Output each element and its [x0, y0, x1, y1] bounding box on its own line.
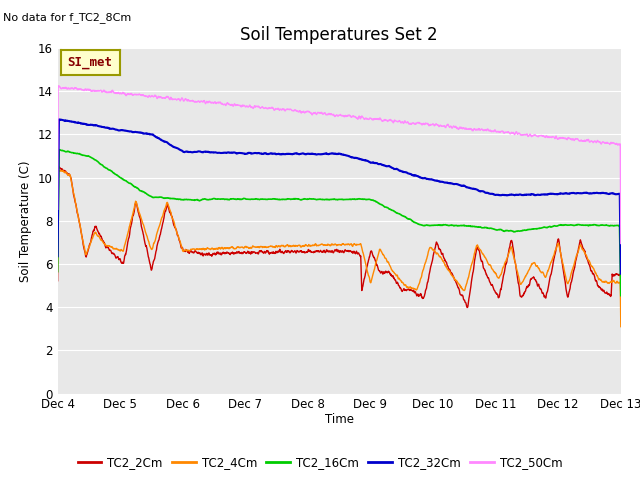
- TC2_50Cm: [356, 115, 364, 120]
- TC2_32Cm: [368, 160, 376, 166]
- Line: TC2_50Cm: TC2_50Cm: [58, 86, 621, 243]
- TC2_16Cm: [617, 293, 625, 299]
- TC2_2Cm: [54, 278, 61, 284]
- TC2_16Cm: [211, 196, 219, 202]
- Text: No data for f_TC2_8Cm: No data for f_TC2_8Cm: [3, 12, 131, 23]
- TC2_2Cm: [368, 249, 376, 255]
- TC2_2Cm: [356, 252, 364, 258]
- TC2_50Cm: [568, 137, 575, 143]
- TC2_16Cm: [503, 228, 511, 234]
- Legend: TC2_2Cm, TC2_4Cm, TC2_16Cm, TC2_32Cm, TC2_50Cm: TC2_2Cm, TC2_4Cm, TC2_16Cm, TC2_32Cm, TC…: [73, 452, 567, 474]
- TC2_2Cm: [583, 256, 591, 262]
- TC2_32Cm: [617, 271, 625, 276]
- TC2_32Cm: [211, 149, 219, 155]
- TC2_16Cm: [56, 147, 63, 153]
- TC2_2Cm: [211, 251, 219, 256]
- Text: SI_met: SI_met: [68, 56, 113, 70]
- TC2_50Cm: [583, 138, 591, 144]
- Line: TC2_32Cm: TC2_32Cm: [58, 120, 621, 274]
- TC2_4Cm: [356, 242, 364, 248]
- Y-axis label: Soil Temperature (C): Soil Temperature (C): [19, 160, 32, 282]
- TC2_16Cm: [568, 222, 575, 228]
- TC2_2Cm: [504, 256, 511, 262]
- TC2_32Cm: [54, 253, 61, 259]
- TC2_4Cm: [583, 254, 591, 260]
- TC2_50Cm: [503, 130, 511, 135]
- TC2_4Cm: [503, 255, 511, 261]
- TC2_2Cm: [463, 305, 471, 311]
- TC2_4Cm: [211, 246, 219, 252]
- Line: TC2_4Cm: TC2_4Cm: [58, 168, 621, 327]
- Title: Soil Temperatures Set 2: Soil Temperatures Set 2: [241, 25, 438, 44]
- TC2_32Cm: [356, 156, 364, 162]
- Line: TC2_16Cm: TC2_16Cm: [58, 150, 621, 296]
- TC2_2Cm: [55, 164, 63, 169]
- TC2_32Cm: [583, 190, 591, 196]
- TC2_50Cm: [617, 240, 625, 246]
- TC2_4Cm: [54, 255, 61, 261]
- TC2_50Cm: [211, 99, 219, 105]
- TC2_2Cm: [568, 279, 575, 285]
- TC2_16Cm: [368, 197, 376, 203]
- TC2_32Cm: [503, 192, 511, 198]
- TC2_16Cm: [356, 196, 364, 202]
- TC2_32Cm: [568, 190, 575, 196]
- TC2_50Cm: [55, 83, 63, 89]
- Line: TC2_2Cm: TC2_2Cm: [58, 167, 621, 308]
- TC2_16Cm: [54, 269, 61, 275]
- TC2_50Cm: [54, 206, 61, 212]
- X-axis label: Time: Time: [324, 413, 354, 426]
- TC2_4Cm: [368, 276, 376, 281]
- TC2_50Cm: [368, 116, 376, 122]
- TC2_2Cm: [617, 302, 625, 308]
- TC2_4Cm: [617, 324, 625, 330]
- TC2_32Cm: [55, 117, 63, 122]
- TC2_16Cm: [583, 222, 591, 228]
- TC2_4Cm: [568, 271, 575, 276]
- TC2_4Cm: [54, 166, 62, 171]
